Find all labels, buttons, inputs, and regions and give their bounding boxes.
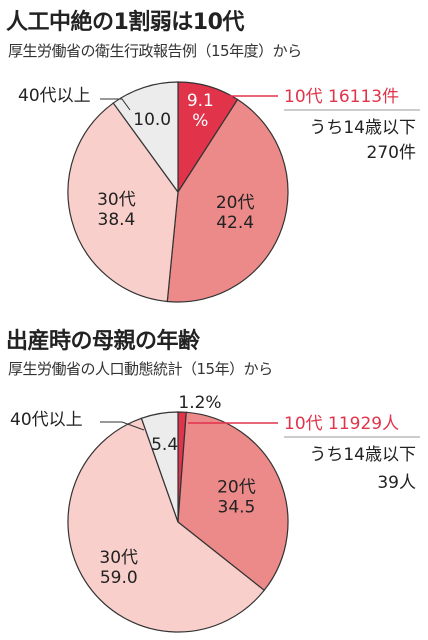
chart1-slice-label-1: 20代 42.4 bbox=[216, 193, 255, 233]
chart1-label-40s: 40代以上 bbox=[18, 86, 91, 106]
pie-chart-abortion: 9.1 % 20代 42.4 30代 38.4 10.0 40代以上 10代 16113件うち1… bbox=[18, 81, 420, 303]
chart2-callout-value: 39人 bbox=[377, 473, 416, 493]
chart2-callout-sub: うち14歳以下 bbox=[309, 445, 416, 465]
chart1-slice-1 bbox=[166, 98, 289, 303]
chart2-subtitle: 厚生労働省の人口動態統計（15年）から bbox=[8, 360, 273, 378]
chart1-title: 人工中絶の1割弱は10代 bbox=[6, 10, 244, 35]
pie-chart-birth: 1.2% 20代 34.5 30代 59.0 5.4 40代以上 10代 11929人うち14… bbox=[10, 393, 420, 633]
chart2-label-40s: 40代以上 bbox=[10, 410, 83, 430]
chart1-slice-label-0: 9.1% bbox=[187, 91, 214, 131]
chart1-slice-label-2: 30代 38.4 bbox=[97, 190, 136, 230]
chart1-slice-2 bbox=[67, 102, 179, 303]
chart1-slice-label-3: 10.0 bbox=[133, 110, 171, 130]
chart1-callout-sub: うち14歳以下 bbox=[309, 118, 416, 138]
chart1-leader-40s bbox=[100, 98, 131, 111]
chart1-callout-title: 10代 16113件 bbox=[284, 87, 399, 107]
chart1-callout-value: 270件 bbox=[367, 143, 416, 163]
chart2-slice-label-2: 30代 59.0 bbox=[99, 548, 138, 588]
chart2-slice-2 bbox=[67, 417, 266, 633]
chart2-title: 出産時の母親の年齢 bbox=[6, 329, 200, 354]
chart2-slice-1 bbox=[177, 411, 289, 592]
chart2-slice-label-0: 1.2% bbox=[178, 393, 221, 413]
chart2-leader-40s bbox=[100, 421, 145, 431]
chart2-callout-title: 10代 11929人 bbox=[284, 414, 399, 434]
chart1-subtitle: 厚生労働省の衛生行政報告例（15年度）から bbox=[8, 42, 302, 60]
chart2-slice-label-3: 5.4 bbox=[151, 435, 178, 455]
chart2-slice-3 bbox=[140, 411, 179, 523]
chart2-slice-label-1: 20代 34.5 bbox=[217, 477, 256, 517]
